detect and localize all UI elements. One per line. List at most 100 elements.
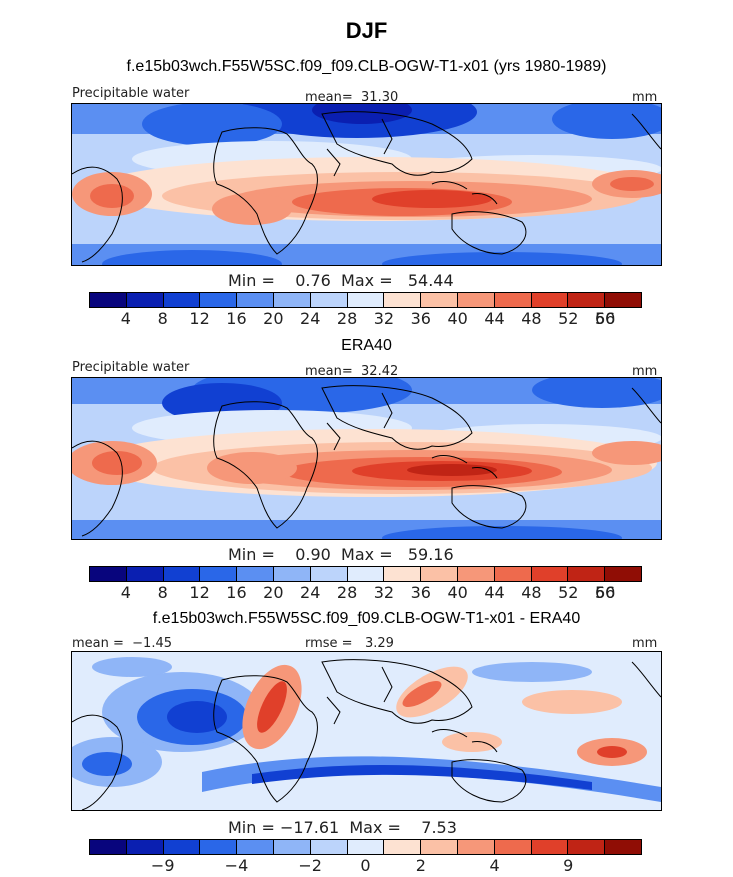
- colorbar-swatch: [531, 567, 569, 581]
- colorbar-swatch: [90, 567, 127, 581]
- colorbar-swatch: [90, 840, 127, 854]
- colorbar-tick-label: 20: [263, 309, 284, 328]
- colorbar-tick-label: 40: [447, 583, 468, 602]
- colorbar-swatch: [310, 567, 348, 581]
- map-panel-obs: [71, 377, 662, 540]
- colorbar-tick-label: −4: [224, 856, 249, 875]
- colorbar-swatch: [457, 567, 495, 581]
- panel-model-units-label: mm: [632, 90, 658, 105]
- colorbar-swatch: [200, 567, 238, 581]
- colorbar-swatch: [568, 567, 606, 581]
- colorbar-swatch: [347, 293, 385, 307]
- colorbar-tick-label: −2: [298, 856, 322, 875]
- panel-model-variable-label: Precipitable water: [72, 86, 190, 101]
- colorbar-swatch: [126, 840, 164, 854]
- colorbar-swatch: [200, 293, 238, 307]
- colorbar-tick-label: 44: [484, 583, 505, 602]
- panel-obs-heading: ERA40: [341, 337, 392, 354]
- colorbar-tick-label: 36: [410, 309, 431, 328]
- colorbar-tick-label: 8: [157, 309, 168, 328]
- panel-model-mean-label: mean= 31.30: [305, 90, 399, 105]
- colorbar-swatch: [163, 293, 201, 307]
- colorbar-tick-label: 52: [558, 309, 579, 328]
- colorbar-swatch: [126, 293, 164, 307]
- map-diff-field: [72, 652, 661, 810]
- colorbar-tick-label: 56: [594, 309, 616, 328]
- panel-obs-units-label: mm: [632, 364, 658, 379]
- colorbar-tick-label: 4: [489, 856, 500, 875]
- panel-diff-heading: f.e15b03wch.F55W5SC.f09_f09.CLB-OGW-T1-x…: [152, 610, 581, 627]
- map-model-field: [72, 104, 661, 265]
- colorbar-swatch: [605, 567, 641, 581]
- panel-obs-minmax: Min = 0.90 Max = 59.16: [228, 545, 454, 564]
- colorbar-tick-label: 16: [226, 583, 247, 602]
- colorbar-swatch: [237, 840, 274, 854]
- colorbar-tick-label: 12: [189, 583, 210, 602]
- colorbar-swatch: [347, 567, 385, 581]
- colorbar-swatch: [200, 840, 238, 854]
- colorbar-tick-label: −9: [150, 856, 175, 875]
- colorbar-swatch: [457, 840, 495, 854]
- colorbar-swatch: [347, 840, 385, 854]
- colorbar-diff: [89, 839, 642, 855]
- panel-diff-rmse-label: rmse = 3.29: [305, 636, 394, 651]
- colorbar-swatch: [237, 293, 274, 307]
- colorbar-tick-label: 28: [336, 309, 358, 328]
- colorbar-swatch: [531, 293, 569, 307]
- colorbar-tick-label: 36: [410, 583, 431, 602]
- colorbar-model: [89, 292, 642, 308]
- colorbar-swatch: [310, 293, 348, 307]
- panel-obs-variable-label: Precipitable water: [72, 360, 190, 375]
- colorbar-tick-label: 4: [120, 583, 131, 602]
- colorbar-swatch: [457, 293, 495, 307]
- colorbar-swatch: [163, 567, 201, 581]
- map-panel-diff: [71, 651, 662, 811]
- colorbar-tick-label: 32: [373, 583, 395, 602]
- colorbar-tick-label: 8: [157, 583, 168, 602]
- panel-diff-mean-label: mean = −1.45: [72, 636, 172, 651]
- colorbar-obs-ticks: 4 8 12 16 20 24 28 32 36 40 44 48 52 56 60: [89, 583, 642, 603]
- colorbar-model-ticks: 4 8 12 16 20 24 28 32 36 40 44 48 52 56 60: [89, 309, 642, 329]
- colorbar-diff-ticks: −9 −4 −2 0 2 4 9: [89, 856, 642, 876]
- colorbar-swatch: [605, 840, 641, 854]
- panel-obs-mean-label: mean= 32.42: [305, 364, 399, 379]
- colorbar-tick-label: 12: [189, 309, 210, 328]
- colorbar-swatch: [384, 567, 422, 581]
- colorbar-swatch: [384, 840, 422, 854]
- colorbar-swatch: [494, 293, 532, 307]
- colorbar-swatch: [384, 293, 422, 307]
- colorbar-swatch: [421, 567, 458, 581]
- colorbar-tick-label: 0: [360, 856, 371, 875]
- colorbar-tick-label: 24: [300, 583, 321, 602]
- colorbar-tick-label: 44: [484, 309, 505, 328]
- colorbar-tick-label: 60: [594, 583, 616, 602]
- colorbar-tick-label: 48: [521, 583, 542, 602]
- map-obs-field: [72, 378, 661, 539]
- colorbar-tick-label: 40: [447, 309, 468, 328]
- colorbar-swatch: [90, 293, 127, 307]
- colorbar-tick-label: 9: [563, 856, 574, 875]
- colorbar-swatch: [310, 840, 348, 854]
- colorbar-swatch: [237, 567, 274, 581]
- colorbar-tick-label: 56: [594, 583, 616, 602]
- colorbar-swatch: [163, 840, 201, 854]
- panel-model-minmax: Min = 0.76 Max = 54.44: [228, 271, 454, 290]
- colorbar-swatch: [568, 293, 606, 307]
- colorbar-swatch: [605, 293, 641, 307]
- colorbar-tick-label: 4: [120, 309, 131, 328]
- figure-title: DJF: [345, 18, 388, 43]
- colorbar-swatch: [421, 293, 458, 307]
- colorbar-tick-label: 28: [336, 583, 358, 602]
- colorbar-swatch: [273, 840, 311, 854]
- colorbar-tick-label: 52: [558, 583, 579, 602]
- colorbar-swatch: [531, 840, 569, 854]
- colorbar-obs: [89, 566, 642, 582]
- colorbar-swatch: [494, 567, 532, 581]
- colorbar-swatch: [126, 567, 164, 581]
- colorbar-tick-label: 48: [521, 309, 542, 328]
- map-panel-model: [71, 103, 662, 266]
- colorbar-tick-label: 32: [373, 309, 395, 328]
- colorbar-swatch: [273, 293, 311, 307]
- panel-diff-minmax: Min = −17.61 Max = 7.53: [228, 818, 457, 837]
- figure-subtitle: f.e15b03wch.F55W5SC.f09_f09.CLB-OGW-T1-x…: [126, 58, 607, 75]
